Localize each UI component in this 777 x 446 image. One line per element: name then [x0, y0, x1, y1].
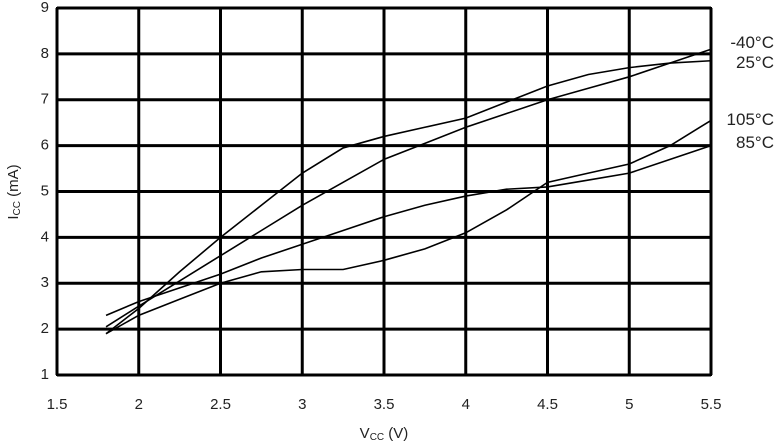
- series-label: -40°C: [730, 33, 774, 52]
- series-label: 25°C: [736, 53, 774, 72]
- y-tick-label: 7: [41, 91, 49, 108]
- x-tick-label: 5: [625, 396, 633, 413]
- y-tick-label: 6: [41, 137, 49, 154]
- y-label-main: I: [5, 215, 22, 219]
- x-axis-label: VCC (V): [360, 425, 409, 443]
- series-line: [105, 144, 712, 317]
- x-tick-label: 4.5: [537, 396, 558, 413]
- series-line: [105, 59, 712, 335]
- series-line: [105, 48, 712, 328]
- y-label-unit: (mA): [5, 164, 22, 201]
- x-tick-label: 4: [462, 396, 470, 413]
- series-line: [105, 119, 712, 335]
- y-label-sub: CC: [12, 201, 23, 215]
- y-tick-label: 9: [41, 0, 49, 16]
- y-tick-label: 3: [41, 274, 49, 291]
- plot-frame: [56, 7, 712, 376]
- x-tick-label: 2: [135, 396, 143, 413]
- series-label: 85°C: [736, 133, 774, 152]
- x-tick-label: 3: [298, 396, 306, 413]
- series-label: 105°C: [727, 110, 774, 129]
- y-tick-label: 8: [41, 45, 49, 62]
- x-label-sub: CC: [370, 432, 384, 443]
- y-tick-label: 1: [41, 366, 49, 383]
- x-tick-label: 2.5: [210, 396, 231, 413]
- y-tick-label: 4: [41, 228, 49, 245]
- x-tick-label: 5.5: [701, 396, 722, 413]
- x-label-unit: (V): [384, 425, 408, 442]
- y-tick-label: 5: [41, 182, 49, 199]
- x-tick-label: 1.5: [47, 396, 68, 413]
- x-label-main: V: [360, 425, 370, 442]
- y-tick-label: 2: [41, 320, 49, 337]
- x-tick-label: 3.5: [374, 396, 395, 413]
- y-axis-label: ICC (mA): [5, 164, 23, 219]
